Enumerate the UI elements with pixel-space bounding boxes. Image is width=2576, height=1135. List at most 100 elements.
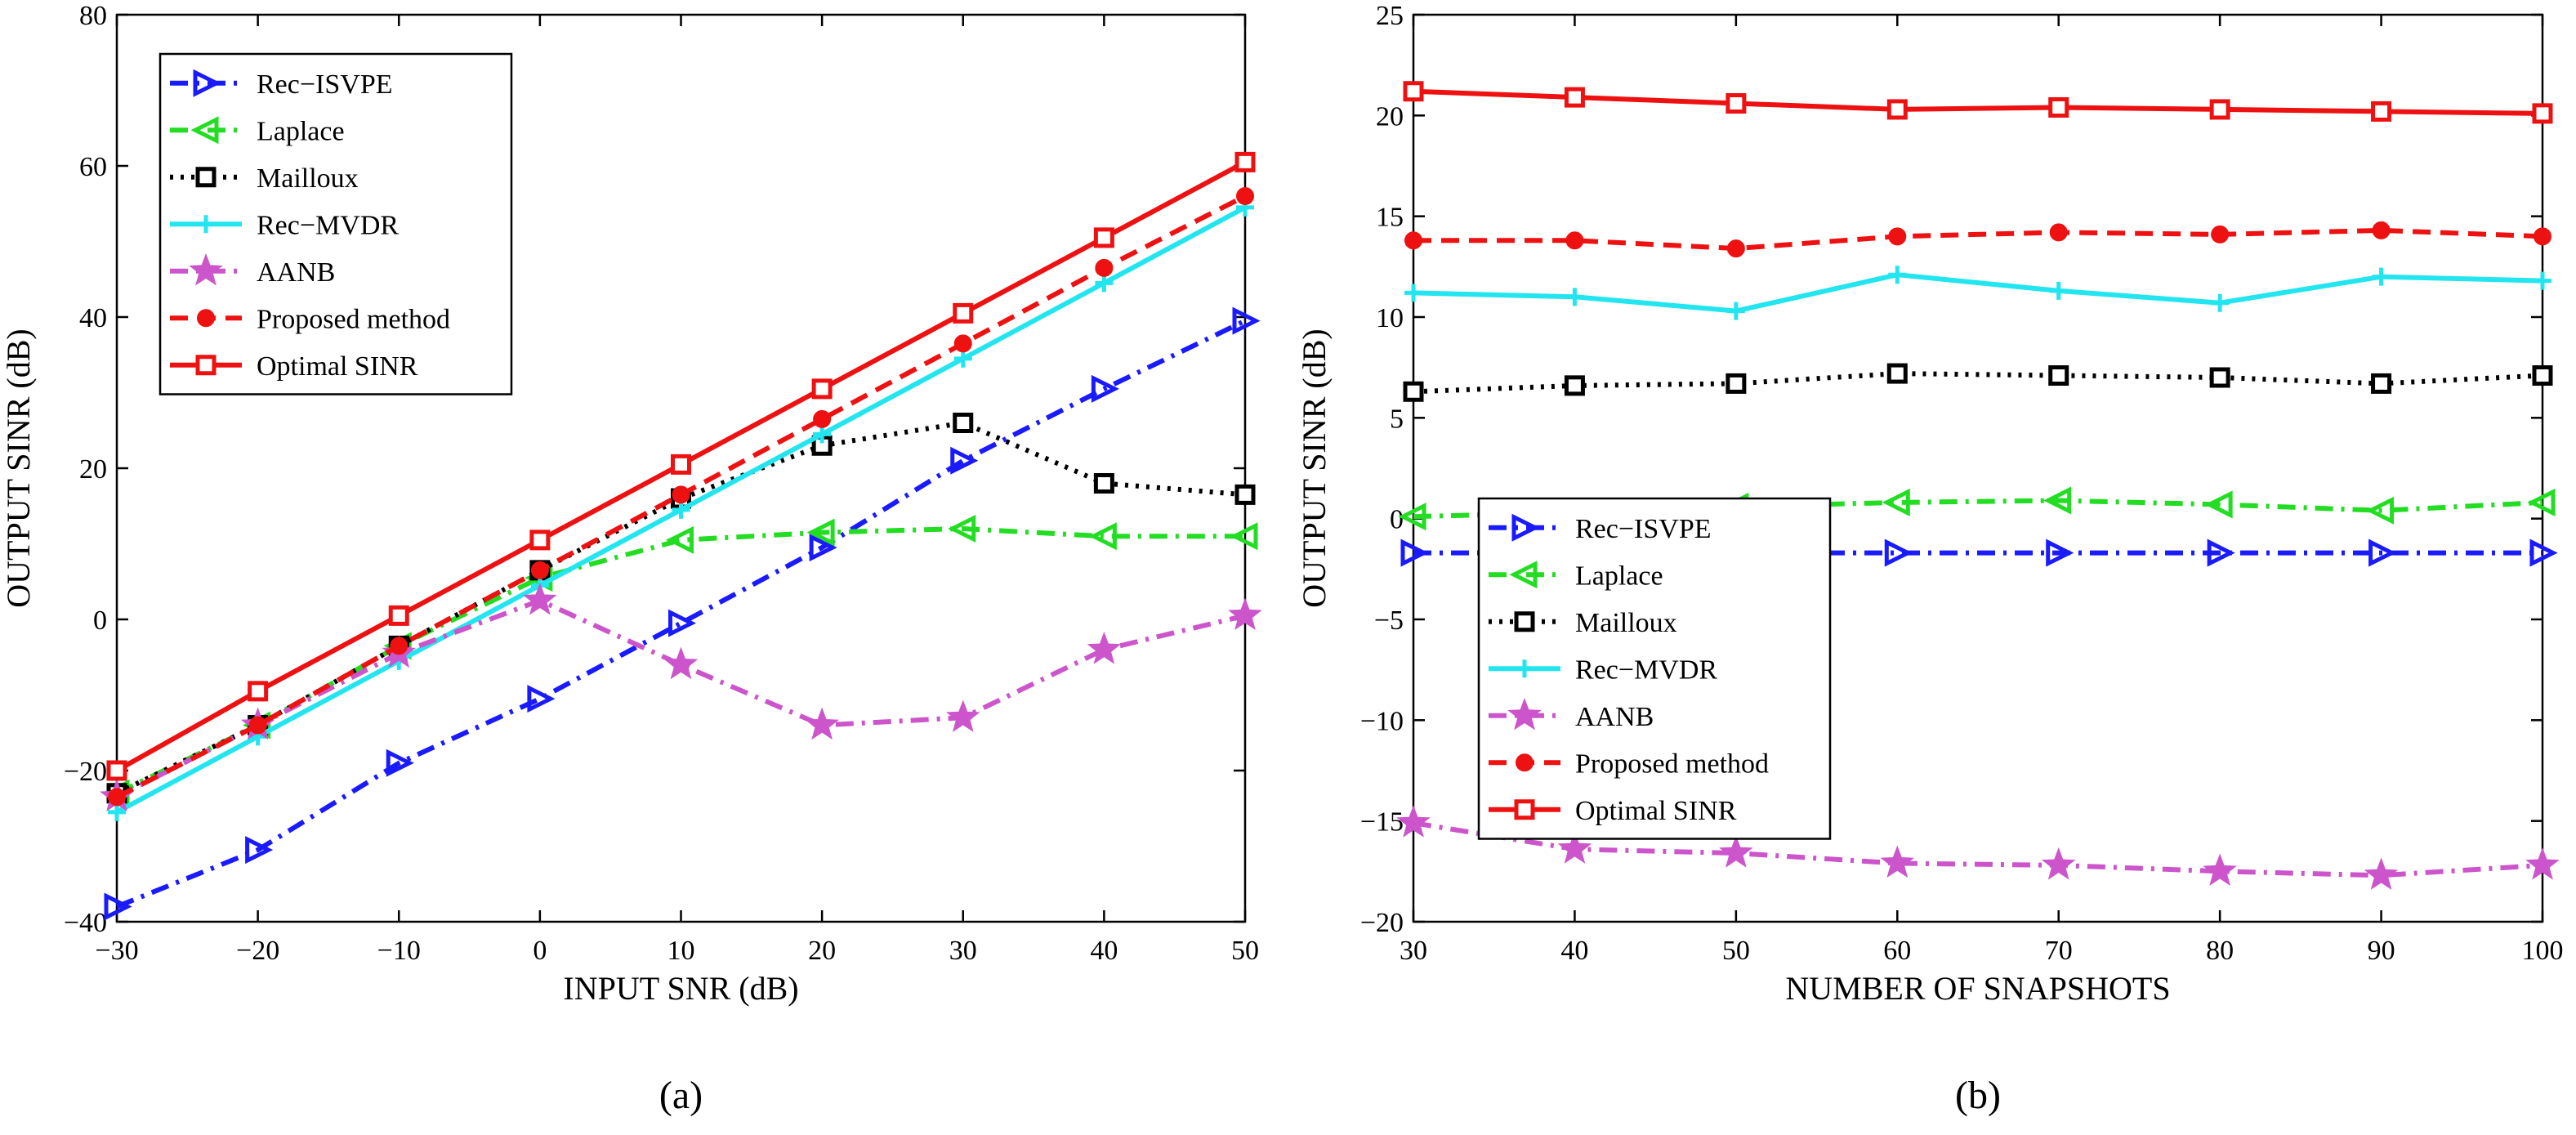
data-point [2207,538,2235,567]
legend-marker [190,116,219,145]
data-point [1404,231,1422,250]
data-point [668,609,697,637]
y-tick-label: 60 [79,152,107,182]
x-tick-label: −20 [236,936,279,966]
data-point [1230,522,1258,551]
series-rec-isvpe [104,306,1261,921]
legend-entry: Rec−MVDR [257,210,399,240]
x-tick-label: 40 [1090,936,1118,966]
data-point [2534,271,2551,290]
legend-entry: Optimal SINR [257,351,418,382]
legend-entry: Mailloux [257,163,359,194]
legend-entry: AANB [1575,702,1654,732]
x-tick-label: 50 [1722,936,1750,966]
y-axis-label: OUTPUT SINR (dB) [1296,328,1333,608]
data-point [1719,835,1753,868]
series-line [115,318,1247,909]
data-point [1565,288,1584,306]
data-point [2211,225,2230,244]
series-line [1413,820,2543,878]
data-point [2203,853,2237,887]
data-point [2534,227,2551,246]
data-point [1726,93,1747,114]
y-tick-label: 20 [79,454,107,485]
data-point [663,646,699,680]
legend-entry: AANB [257,257,335,288]
x-tick-label: 30 [949,936,977,966]
y-tick-label: −10 [1360,706,1404,736]
data-point [1398,503,1426,531]
data-point [953,302,974,324]
data-point [945,699,980,732]
x-tick-label: 50 [1231,936,1259,966]
x-tick-label: 100 [2522,936,2564,966]
y-tick-label: 0 [93,605,107,636]
data-point [1886,99,1908,120]
data-point [1403,381,1424,402]
legend-entry: Laplace [257,116,345,146]
data-point [1396,805,1431,838]
data-point [1091,374,1119,403]
series-proposed-method [108,187,1254,807]
data-point [104,892,132,921]
legend: Rec−ISVPE Laplace Mailloux Rec−MVDR AANB Prop… [1477,497,1832,840]
y-tick-label: −5 [1374,605,1404,636]
x-tick-label: 80 [2206,936,2234,966]
data-point [1726,373,1747,394]
data-point [672,485,690,504]
data-point [1557,831,1592,864]
data-point [2529,538,2558,567]
data-point [2532,103,2553,124]
legend-marker [195,355,217,376]
data-point [809,534,837,562]
y-tick-label: 0 [1390,505,1404,535]
data-point [671,454,691,475]
x-tick-label: −10 [377,936,421,966]
data-point [2211,293,2230,312]
x-tick-label: 60 [1883,936,1911,966]
data-point [248,716,267,735]
data-point [2048,96,2069,118]
series-line [1413,371,2543,395]
panel-label: (a) [659,1074,703,1117]
data-point [1236,187,1254,205]
legend-marker [1507,697,1542,731]
legend: Rec−ISVPE Laplace Mailloux Rec−MVDR AANB Prop… [158,52,513,395]
data-point [1726,239,1745,258]
series-mailloux [1403,363,2553,402]
data-point [1404,284,1422,302]
legend-entry: Proposed method [257,304,450,334]
data-point [2204,490,2233,519]
chart-panel-1: −30 −20 −10 0 10 20 30 40 50 −40 −20 0 20 40 60 80 INPUT… [0,1,1262,1117]
data-point [2364,857,2399,890]
series-line [1413,272,2543,314]
legend-entry: Rec−MVDR [1575,655,1717,685]
data-point [106,760,127,781]
data-point [386,748,414,777]
data-point [108,788,126,807]
data-point [2368,538,2397,567]
y-tick-label: −15 [1360,807,1404,838]
data-point [1234,484,1256,505]
legend-entry: Proposed method [1575,748,1769,779]
data-point [2049,281,2068,300]
data-point [1882,488,1910,516]
data-point [2525,847,2560,880]
data-point [1232,306,1261,335]
x-tick-label: 0 [533,936,547,966]
legend-marker [195,167,217,188]
x-tick-label: 40 [1560,936,1588,966]
data-point [1726,302,1745,320]
data-point [953,334,972,353]
data-point [2209,367,2230,388]
series-line [1413,88,2543,116]
data-point [2372,267,2391,286]
legend-marker [1511,513,1540,542]
legend-marker [1516,753,1534,772]
series-optimal-sinr [106,151,1256,781]
data-point [950,446,979,475]
legend-marker [197,309,215,328]
data-point [813,409,832,428]
series-optimal-sinr [1403,81,2553,124]
legend-marker [193,69,221,97]
